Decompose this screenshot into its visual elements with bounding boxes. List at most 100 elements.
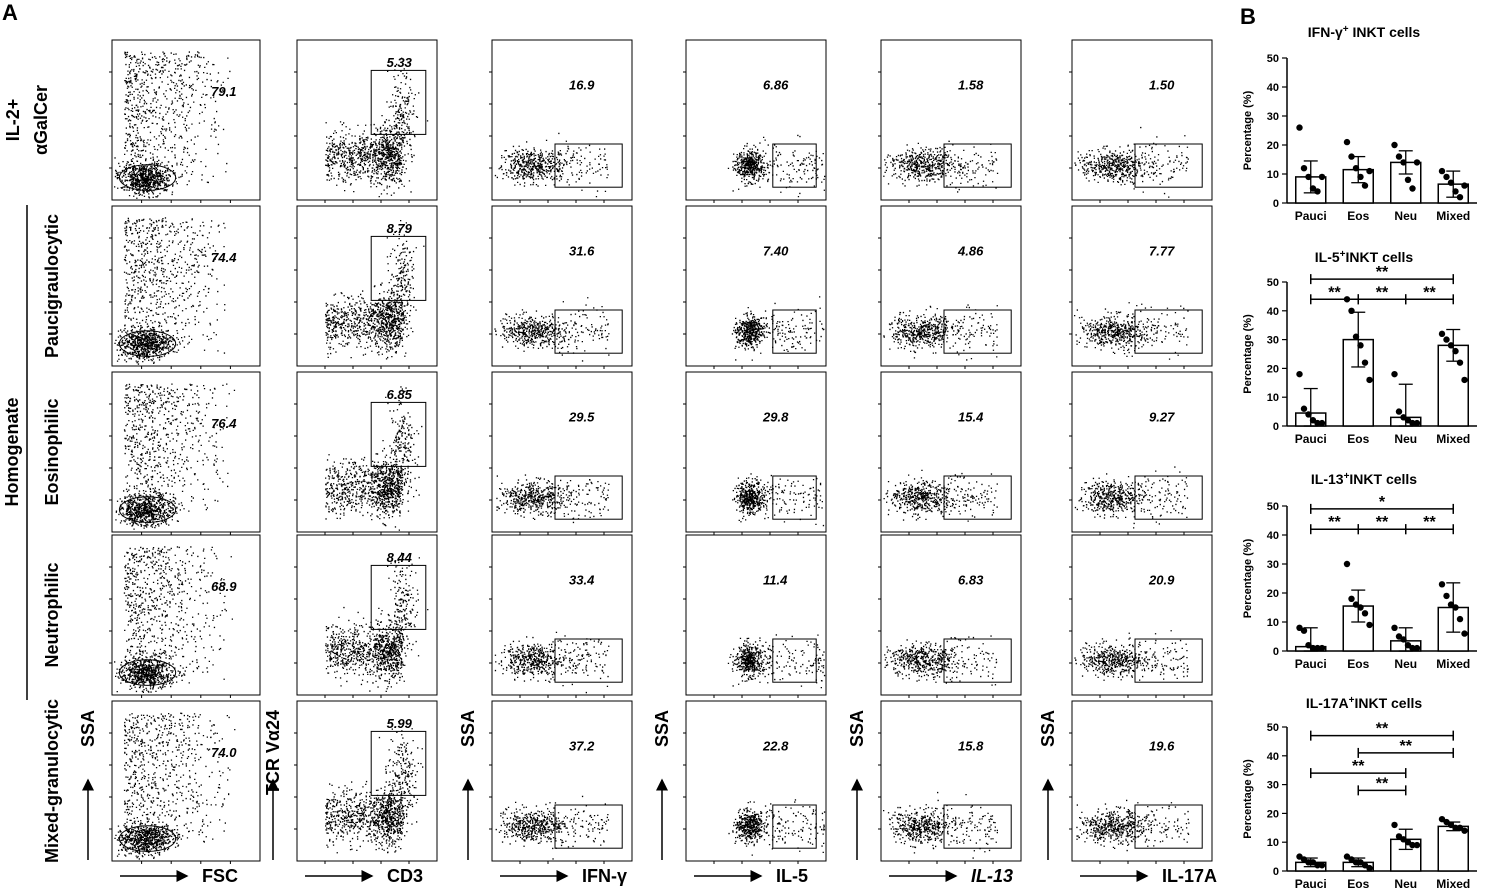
gate-percentage: 20.9 bbox=[1148, 573, 1175, 588]
data-point bbox=[1447, 179, 1455, 186]
y-tick-label: 40 bbox=[1267, 82, 1279, 94]
flow-panel-frame bbox=[491, 700, 633, 862]
gate-percentage: 33.4 bbox=[569, 573, 595, 588]
flow-panel: 31.6 bbox=[489, 205, 633, 369]
gate-percentage: 5.99 bbox=[387, 716, 413, 731]
chart-title-main: IL-17A bbox=[1306, 695, 1349, 711]
y-tick-label: 50 bbox=[1267, 722, 1279, 734]
x-axis-label: IL-17A bbox=[1162, 866, 1217, 886]
chart-title-sup: + bbox=[1343, 24, 1349, 35]
category-label: Eos bbox=[1347, 432, 1369, 446]
category-label: Mixed bbox=[1436, 432, 1470, 446]
row-labels: IL-2+ αGalCer Paucigraulocytic Eosinophilic… bbox=[2, 85, 62, 863]
flow-panel-frame bbox=[1071, 371, 1213, 533]
y-tick-label: 20 bbox=[1267, 808, 1279, 820]
flow-event-dots bbox=[727, 134, 826, 198]
chart-title-rest: INKT cells bbox=[1349, 471, 1417, 487]
category-label: Eos bbox=[1347, 877, 1369, 891]
y-tick-label: 30 bbox=[1267, 111, 1279, 123]
chart-title-main: IL-13 bbox=[1311, 471, 1344, 487]
cytokine-gate bbox=[943, 309, 1012, 354]
data-point bbox=[1438, 581, 1446, 588]
cytokine-gate bbox=[943, 143, 1012, 188]
data-point bbox=[1343, 138, 1351, 146]
flow-panel: 15.4 bbox=[878, 371, 1022, 535]
inkt-gate bbox=[370, 564, 427, 630]
row-label-line2: αGalCer bbox=[31, 85, 51, 155]
flow-panel-frame bbox=[685, 700, 827, 862]
flow-event-dots bbox=[1074, 302, 1189, 360]
data-point bbox=[1461, 827, 1468, 834]
flow-panel-frame bbox=[111, 39, 261, 201]
flow-panel-frame bbox=[880, 534, 1022, 696]
y-axis-label: SSA bbox=[458, 710, 478, 747]
y-tick-label: 20 bbox=[1267, 588, 1279, 600]
row-label: Neutrophilic bbox=[42, 562, 62, 667]
chart-title-sup: + bbox=[1344, 471, 1350, 482]
flow-panel: 79.1 bbox=[109, 39, 261, 203]
lymphocyte-gate bbox=[118, 659, 177, 686]
cytokine-gate bbox=[1134, 804, 1203, 849]
data-point bbox=[1452, 604, 1459, 611]
row-label: Paucigraulocytic bbox=[42, 214, 62, 358]
category-label: Mixed bbox=[1436, 657, 1470, 671]
cytokine-gate bbox=[772, 143, 817, 188]
flow-panel: 22.8 bbox=[683, 700, 827, 864]
gate-percentage: 1.58 bbox=[958, 78, 984, 93]
y-tick-label: 30 bbox=[1267, 559, 1279, 571]
flow-panel-frame bbox=[491, 39, 633, 201]
significance-label: ** bbox=[1328, 514, 1341, 531]
chart-title: IL-17A+INKT cells bbox=[1306, 695, 1423, 712]
chart-title-rest: INKT cells bbox=[1354, 695, 1422, 711]
flow-panel: 19.6 bbox=[1069, 700, 1213, 864]
data-point bbox=[1395, 153, 1403, 160]
gate-percentage: 6.86 bbox=[763, 78, 789, 93]
flow-event-dots bbox=[496, 474, 610, 524]
data-point bbox=[1366, 621, 1373, 629]
y-axis-label: TCR Vα24 bbox=[263, 710, 283, 795]
flow-panel-frame bbox=[296, 205, 438, 367]
gate-percentage: 22.8 bbox=[762, 739, 789, 754]
y-tick-label: 50 bbox=[1267, 277, 1279, 289]
cytokine-gate bbox=[772, 475, 817, 520]
category-label: Pauci bbox=[1295, 657, 1327, 671]
gate-percentage: 76.4 bbox=[211, 416, 237, 431]
gate-percentage: 74.0 bbox=[211, 745, 237, 760]
data-point bbox=[1352, 859, 1360, 866]
flow-panel-frame bbox=[685, 534, 827, 696]
cytokine-gate bbox=[554, 143, 623, 188]
data-point bbox=[1300, 405, 1308, 412]
data-point bbox=[1438, 330, 1446, 338]
gate-percentage: 29.8 bbox=[762, 410, 789, 425]
x-axis-label: CD3 bbox=[387, 866, 423, 886]
inkt-gate bbox=[370, 235, 427, 301]
flow-panel-frame bbox=[685, 371, 827, 533]
flow-panel-frame bbox=[296, 700, 438, 862]
data-point bbox=[1391, 821, 1398, 829]
cytokine-gate bbox=[943, 475, 1012, 520]
flow-panel: 76.4 bbox=[109, 371, 261, 535]
flow-panel-frame bbox=[1071, 205, 1213, 367]
flow-panel: 9.27 bbox=[1069, 371, 1213, 535]
data-point bbox=[1318, 419, 1326, 427]
category-label: Neu bbox=[1394, 432, 1417, 446]
cytokine-gate bbox=[554, 638, 623, 683]
data-point bbox=[1452, 824, 1459, 831]
data-point bbox=[1447, 342, 1455, 349]
gate-percentage: 15.4 bbox=[958, 410, 984, 425]
data-point bbox=[1409, 419, 1416, 427]
inkt-gate bbox=[370, 69, 427, 135]
gate-percentage: 8.44 bbox=[387, 550, 413, 565]
gate-percentage: 31.6 bbox=[569, 244, 595, 259]
data-point bbox=[1443, 336, 1450, 343]
cytokine-gate bbox=[1134, 309, 1203, 354]
data-point bbox=[1391, 370, 1398, 378]
flow-panel: 1.58 bbox=[878, 39, 1022, 203]
category-label: Mixed bbox=[1436, 209, 1470, 223]
data-point bbox=[1400, 636, 1407, 643]
data-point bbox=[1318, 173, 1326, 181]
flow-panel-frame bbox=[111, 534, 261, 696]
y-axis-label: Percentage (%) bbox=[1242, 90, 1254, 170]
cytokine-gate bbox=[943, 804, 1012, 849]
lymphocyte-gate bbox=[118, 496, 177, 523]
